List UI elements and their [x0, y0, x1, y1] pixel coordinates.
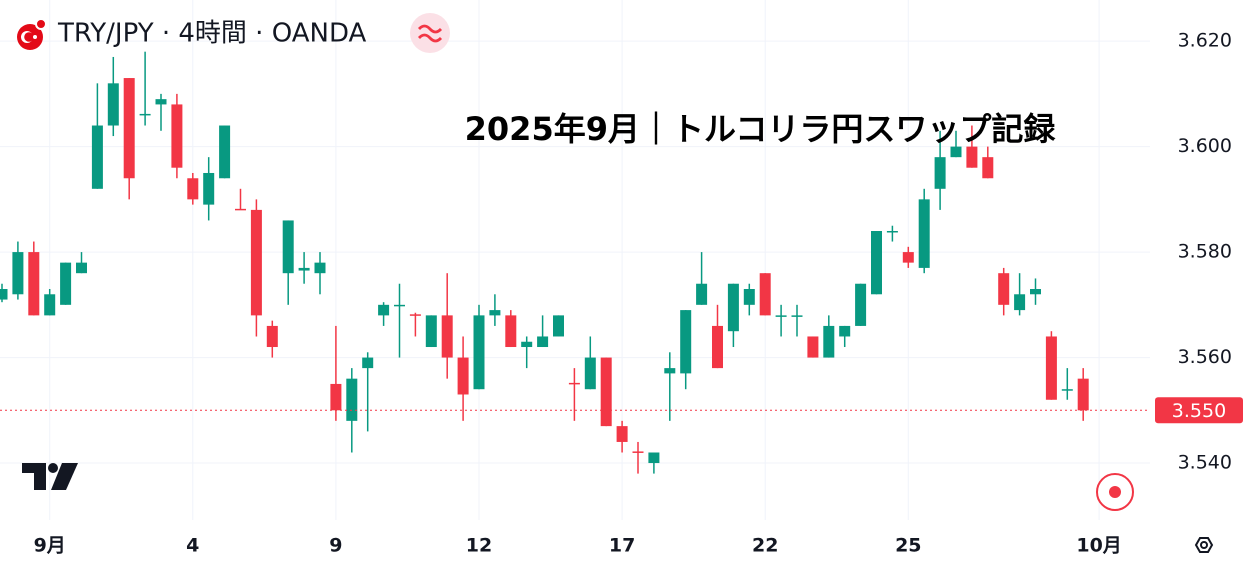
candle-body: [537, 336, 549, 348]
candle-body: [12, 252, 24, 295]
candle-body: [902, 252, 914, 263]
candle-body: [759, 273, 771, 316]
candle-body: [155, 99, 167, 105]
candle-body: [616, 426, 628, 442]
candle-body: [250, 209, 262, 316]
grid: [0, 0, 1150, 520]
x-tick-label: 9: [329, 535, 342, 557]
y-tick-label: 3.620: [1178, 30, 1232, 52]
x-tick-label: 17: [609, 535, 635, 557]
candle-body: [330, 383, 342, 411]
candle-body: [91, 125, 103, 189]
candle-body: [966, 146, 978, 168]
candle-body: [823, 325, 835, 358]
candle-body: [314, 262, 326, 274]
candle-body: [839, 325, 851, 337]
candles: [0, 51, 1089, 474]
candle-body: [632, 451, 644, 453]
y-tick-label: 3.560: [1178, 346, 1232, 368]
last-price-badge: [1155, 397, 1243, 424]
candle-body: [123, 78, 135, 179]
candle-body: [1030, 289, 1041, 295]
settings-button[interactable]: [1194, 537, 1214, 553]
x-tick-label: 4: [186, 535, 199, 557]
candle-body: [76, 262, 87, 274]
candle-body: [394, 304, 405, 307]
candle-body: [409, 314, 421, 316]
x-tick-label: 10月: [1076, 535, 1121, 557]
x-tick-label: 25: [895, 535, 921, 557]
candle-body: [60, 262, 72, 305]
candle-body: [489, 310, 501, 316]
candle-body: [505, 315, 517, 348]
candle-body: [28, 252, 40, 316]
candle-body: [235, 208, 246, 211]
candle-body: [362, 357, 374, 369]
candle-body: [553, 315, 564, 337]
candle-body: [950, 146, 962, 158]
status-badge[interactable]: [410, 13, 450, 53]
candle-body: [441, 315, 453, 358]
candle-body: [425, 315, 437, 348]
candle-body: [203, 172, 215, 205]
candle-body: [44, 294, 56, 316]
candle-body: [187, 178, 199, 200]
candle-body: [568, 382, 580, 385]
candle-body: [918, 199, 930, 268]
candle-body: [727, 283, 739, 332]
candle-body: [696, 283, 708, 305]
record-button[interactable]: [1096, 473, 1134, 511]
annotation: 2025年9月｜トルコリラ円スワップ記録: [465, 110, 1057, 148]
chart-title: TRY/JPY · 4時間 · OANDA: [57, 19, 367, 49]
candle-body: [1045, 336, 1057, 400]
candle-body: [982, 157, 994, 179]
candle-body: [298, 267, 310, 271]
candle-body: [378, 304, 390, 316]
candle-body: [282, 220, 294, 274]
candle-body: [171, 104, 183, 168]
candle-body: [743, 289, 755, 305]
x-tick-label: 22: [752, 535, 778, 557]
x-tick-label: 12: [466, 535, 492, 557]
candle-body: [791, 315, 803, 317]
candle-body: [807, 336, 819, 358]
x-tick-label: 9月: [34, 535, 66, 557]
candle-body: [521, 341, 533, 348]
symbol-icon: [17, 18, 47, 50]
candle-body: [457, 357, 469, 395]
candle-body: [1014, 294, 1026, 311]
candle-body: [219, 125, 231, 179]
candle-body: [855, 283, 867, 326]
candle-body: [998, 273, 1010, 305]
candle-body: [1077, 378, 1089, 411]
candle-body: [600, 357, 612, 427]
candle-body: [871, 230, 882, 295]
candle-body: [712, 325, 723, 369]
candle-body: [107, 83, 119, 126]
candle-body: [266, 325, 278, 348]
candle-body: [664, 368, 676, 374]
y-tick-label: 3.600: [1178, 135, 1232, 157]
candle-body: [584, 357, 596, 390]
candle-body: [775, 315, 787, 317]
candle-body: [648, 452, 660, 464]
candle-body: [346, 378, 358, 421]
candle-body: [680, 310, 692, 374]
last-price-label: 3.550: [1172, 400, 1226, 422]
candle-body: [934, 157, 946, 189]
candle-body: [886, 230, 898, 233]
candle-body: [139, 113, 151, 116]
tradingview-logo: [22, 463, 78, 490]
y-tick-label: 3.580: [1178, 241, 1232, 263]
candle-body: [473, 315, 485, 390]
candle-body: [1061, 389, 1073, 391]
y-tick-label: 3.540: [1178, 452, 1232, 474]
candle-body: [0, 289, 8, 300]
